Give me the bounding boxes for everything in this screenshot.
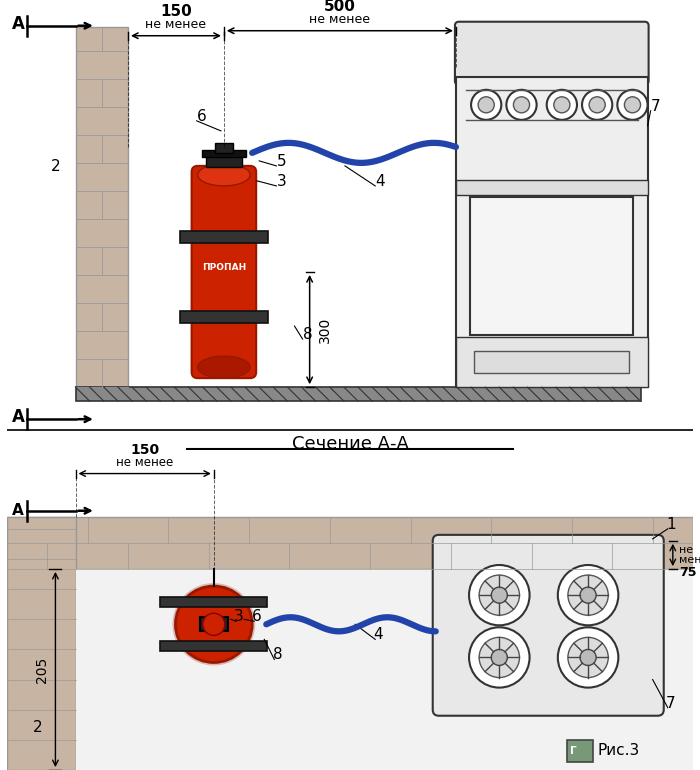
Text: 205: 205	[35, 656, 49, 683]
Circle shape	[506, 90, 537, 120]
Text: 7: 7	[651, 99, 661, 114]
Text: 6: 6	[197, 109, 206, 124]
Text: ПРОПАН: ПРОПАН	[202, 263, 246, 272]
Bar	[7, 517, 693, 569]
Circle shape	[469, 628, 530, 688]
Bar	[206, 153, 242, 167]
Text: 4: 4	[375, 174, 385, 189]
Bar	[179, 231, 268, 243]
Text: Г: Г	[570, 746, 577, 756]
Text: не менее: не менее	[146, 18, 206, 31]
Bar	[76, 387, 641, 401]
Text: 500: 500	[324, 0, 356, 14]
Circle shape	[469, 565, 530, 625]
Text: 7: 7	[666, 696, 675, 711]
Bar	[160, 641, 267, 651]
Ellipse shape	[197, 356, 250, 378]
Circle shape	[568, 575, 608, 615]
Text: 8: 8	[303, 327, 312, 342]
Text: Сечение А-А: Сечение А-А	[292, 434, 408, 453]
Text: 8: 8	[272, 648, 282, 662]
Text: 75: 75	[679, 565, 696, 578]
Text: 3: 3	[234, 609, 244, 624]
Circle shape	[558, 628, 618, 688]
Bar	[567, 740, 593, 762]
Circle shape	[172, 583, 256, 665]
Text: не менее: не менее	[309, 13, 370, 25]
Circle shape	[624, 97, 640, 113]
Bar	[202, 150, 246, 157]
Circle shape	[471, 90, 501, 120]
Circle shape	[617, 90, 648, 120]
Text: А: А	[12, 408, 25, 426]
Text: не: не	[679, 545, 693, 555]
Circle shape	[491, 587, 508, 603]
Text: менее: менее	[679, 555, 700, 565]
Bar	[456, 180, 648, 195]
Circle shape	[554, 97, 570, 113]
Text: А: А	[12, 15, 25, 32]
Bar	[456, 77, 648, 387]
Circle shape	[479, 575, 519, 615]
FancyBboxPatch shape	[192, 166, 256, 378]
Ellipse shape	[197, 164, 250, 186]
Bar	[76, 569, 693, 770]
Circle shape	[568, 638, 608, 678]
Circle shape	[513, 97, 530, 113]
Bar	[199, 618, 228, 631]
Bar	[215, 143, 233, 153]
Bar	[456, 337, 648, 387]
Circle shape	[580, 649, 596, 665]
Circle shape	[580, 587, 596, 603]
Circle shape	[589, 97, 606, 113]
Text: А: А	[12, 504, 24, 518]
Text: не менее: не менее	[116, 456, 174, 468]
Text: 150: 150	[160, 4, 192, 18]
Text: 2: 2	[50, 159, 60, 174]
Bar	[474, 351, 629, 373]
Circle shape	[558, 565, 618, 625]
Circle shape	[479, 638, 519, 678]
Text: 5: 5	[276, 154, 286, 169]
Circle shape	[582, 90, 612, 120]
FancyBboxPatch shape	[455, 22, 649, 85]
Circle shape	[547, 90, 577, 120]
Text: 2: 2	[32, 720, 42, 735]
FancyBboxPatch shape	[433, 535, 664, 716]
Bar	[160, 598, 267, 608]
Circle shape	[176, 586, 252, 662]
Text: 4: 4	[373, 628, 383, 642]
Circle shape	[203, 613, 225, 635]
Text: Рис.3: Рис.3	[597, 743, 639, 758]
Bar	[179, 311, 268, 323]
Bar	[470, 197, 634, 335]
Circle shape	[478, 97, 494, 113]
Bar	[76, 27, 128, 387]
Text: 150: 150	[130, 444, 160, 457]
Bar	[7, 517, 76, 770]
Circle shape	[491, 649, 508, 665]
Text: 3: 3	[276, 174, 286, 189]
Text: 300: 300	[318, 317, 332, 343]
Text: 6: 6	[252, 609, 262, 624]
Text: 1: 1	[666, 517, 675, 532]
